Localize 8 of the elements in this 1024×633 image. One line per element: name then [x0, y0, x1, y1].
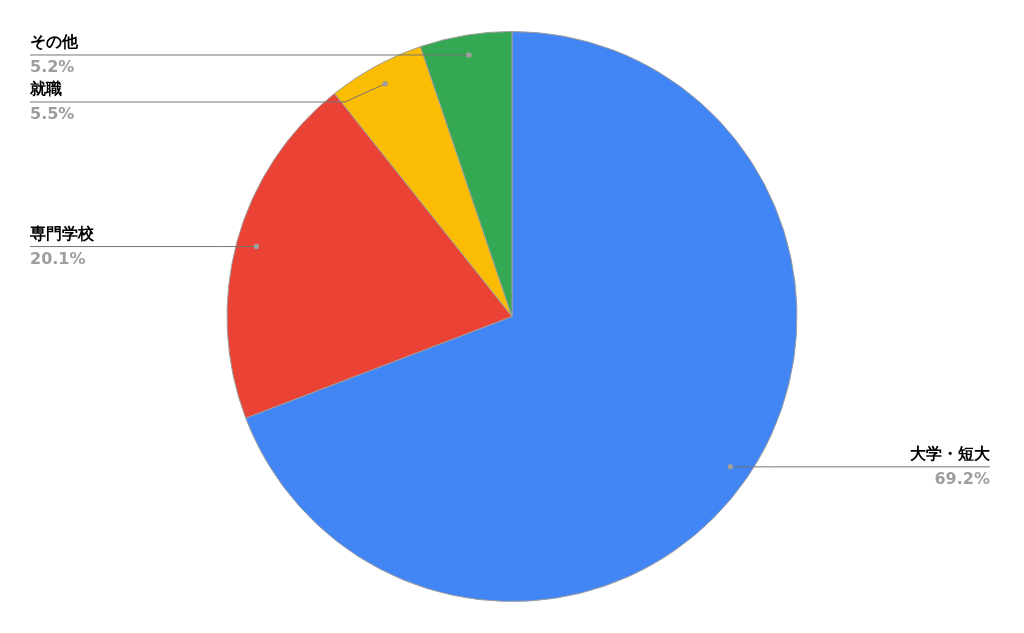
data-label: 20.1% [30, 248, 86, 268]
slice-label: 専門学校 [29, 223, 95, 243]
data-label: 5.5% [30, 103, 75, 123]
slice-label: その他 [30, 31, 79, 51]
data-label: 69.2% [934, 468, 990, 488]
data-label: 5.2% [30, 56, 75, 76]
slice-label: 大学・短大 [910, 443, 991, 463]
slice-label: 就職 [29, 78, 62, 98]
